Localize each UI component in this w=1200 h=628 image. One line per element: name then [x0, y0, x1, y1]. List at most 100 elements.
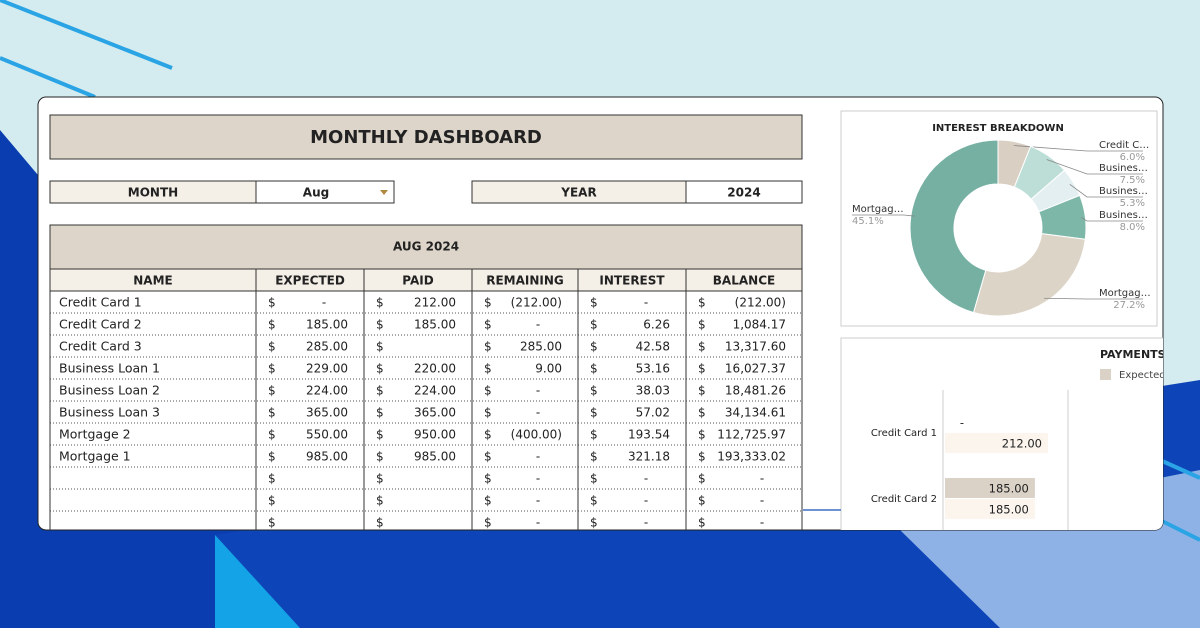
month-dropdown[interactable]: [255, 180, 395, 204]
dropdown-arrow[interactable]: [380, 190, 388, 195]
cell-value: 985.00: [306, 450, 348, 464]
cell-value: -: [536, 494, 540, 508]
bar-value-label: 212.00: [1002, 437, 1042, 451]
cell-value: -: [536, 516, 540, 530]
cell-value: 224.00: [414, 384, 456, 398]
bar-value-label: 185.00: [989, 503, 1029, 517]
leader-line: [1081, 217, 1143, 222]
cell-value: -: [644, 472, 648, 486]
bar-title: PAYMENTS: [1100, 348, 1166, 361]
cell-value: 950.00: [414, 428, 456, 442]
cell-value: -: [644, 516, 648, 530]
cell-value: 6.26: [643, 318, 670, 332]
cell-value: (400.00): [511, 428, 562, 442]
pie-label: Credit C…: [1099, 140, 1149, 151]
decor: [1159, 518, 1200, 542]
currency-symbol: $: [590, 450, 598, 464]
year-value: 2024: [727, 186, 760, 200]
currency-symbol: $: [698, 318, 706, 332]
cell-value: -: [644, 494, 648, 508]
pie-title: INTEREST BREAKDOWN: [932, 123, 1064, 134]
currency-symbol: $: [268, 472, 276, 486]
cell-value: 212.00: [414, 296, 456, 310]
cell-value: -: [322, 296, 326, 310]
currency-symbol: $: [484, 318, 492, 332]
year-box: [685, 180, 803, 204]
pie-label: Mortgag…: [852, 204, 904, 215]
currency-symbol: $: [484, 296, 492, 310]
bar-value-label: 185.00: [989, 482, 1029, 496]
leader-line: [1069, 183, 1143, 198]
pie-label: Mortgag…: [1099, 288, 1151, 299]
row-name: Credit Card 2: [59, 317, 142, 332]
cell-value: 57.02: [636, 406, 670, 420]
pie-value-label: 5.3%: [1120, 198, 1145, 209]
cell-value: -: [536, 406, 540, 420]
currency-symbol: $: [376, 318, 384, 332]
currency-symbol: $: [484, 450, 492, 464]
currency-symbol: $: [376, 472, 384, 486]
bar-value-label: -: [960, 416, 964, 430]
row-name: Credit Card 1: [59, 295, 142, 310]
title-box: [49, 114, 803, 160]
pie-label: Busines…: [1099, 186, 1148, 197]
currency-symbol: $: [376, 494, 384, 508]
decor: [1159, 458, 1200, 480]
currency-symbol: $: [484, 494, 492, 508]
cell-value: 18,481.26: [725, 384, 786, 398]
dashboard-title: MONTHLY DASHBOARD: [310, 127, 542, 148]
row-name: Business Loan 2: [59, 383, 160, 398]
currency-symbol: $: [484, 340, 492, 354]
currency-symbol: $: [484, 362, 492, 376]
column-header: REMAINING: [486, 274, 564, 288]
column-header-cell: [685, 268, 803, 292]
cell-value: -: [536, 450, 540, 464]
cell-value: 285.00: [520, 340, 562, 354]
currency-symbol: $: [698, 362, 706, 376]
currency-symbol: $: [376, 428, 384, 442]
decor: [0, 56, 96, 99]
cell-value: -: [536, 318, 540, 332]
currency-symbol: $: [590, 516, 598, 530]
currency-symbol: $: [698, 516, 706, 530]
column-header: PAID: [402, 274, 433, 288]
cell-value: 16,027.37: [725, 362, 786, 376]
currency-symbol: $: [590, 384, 598, 398]
currency-symbol: $: [590, 340, 598, 354]
year-label: YEAR: [560, 186, 596, 200]
cell-value: -: [644, 296, 648, 310]
decor: [0, 0, 173, 70]
currency-symbol: $: [590, 494, 598, 508]
currency-symbol: $: [376, 450, 384, 464]
cell-value: 34,134.61: [725, 406, 786, 420]
card-content: MONTHLY DASHBOARD MONTH Aug YEAR 2024 AU…: [49, 110, 1166, 530]
legend-swatch: [1100, 369, 1111, 380]
cell-value: -: [536, 384, 540, 398]
currency-symbol: $: [268, 318, 276, 332]
column-header: NAME: [133, 274, 172, 288]
cell-value: 13,317.60: [725, 340, 786, 354]
leader-line: [1013, 145, 1143, 152]
cell-value: 365.00: [414, 406, 456, 420]
pie-value-label: 6.0%: [1120, 152, 1145, 163]
currency-symbol: $: [590, 318, 598, 332]
currency-symbol: $: [698, 450, 706, 464]
cell-value: 985.00: [414, 450, 456, 464]
decor: [215, 535, 300, 628]
row-name: Mortgage 2: [59, 427, 131, 442]
currency-symbol: $: [268, 494, 276, 508]
row-name: Credit Card 3: [59, 339, 142, 354]
bar-category: Credit Card 1: [871, 428, 937, 439]
bar-category: Credit Card 2: [871, 494, 937, 505]
cell-value: 38.03: [636, 384, 670, 398]
leader-line: [1044, 297, 1143, 300]
cell-value: 229.00: [306, 362, 348, 376]
currency-symbol: $: [268, 450, 276, 464]
pie-value-label: 27.2%: [1113, 300, 1145, 311]
currency-symbol: $: [590, 428, 598, 442]
column-header: INTEREST: [599, 274, 665, 288]
cell-value: -: [760, 494, 764, 508]
cell-value: 1,084.17: [733, 318, 786, 332]
currency-symbol: $: [698, 472, 706, 486]
cell-value: 220.00: [414, 362, 456, 376]
